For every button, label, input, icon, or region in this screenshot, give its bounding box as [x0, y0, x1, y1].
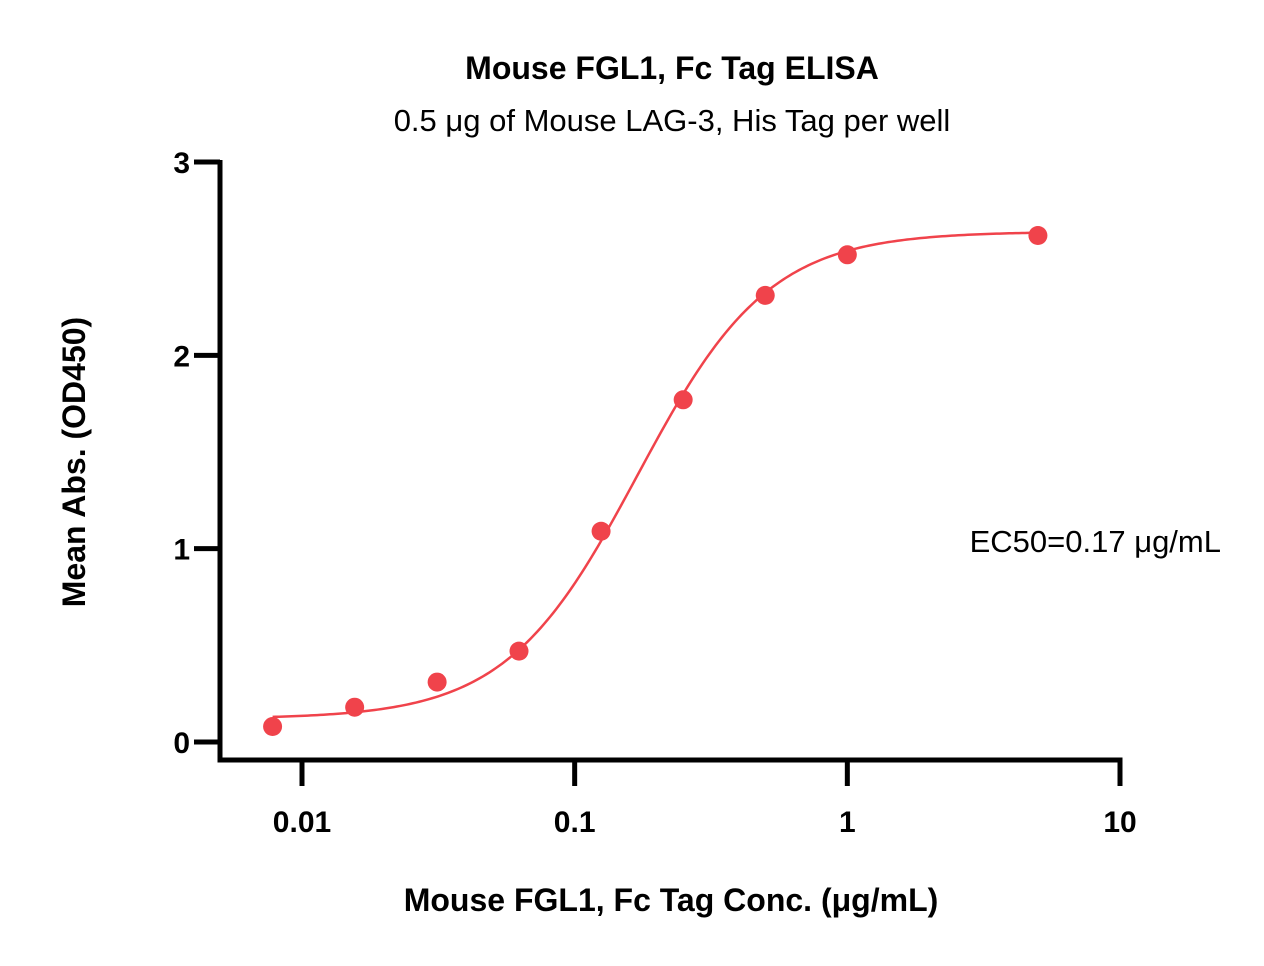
y-tick-label: 3 [173, 147, 190, 180]
data-points [263, 225, 1048, 737]
y-axis-label: Mean Abs. (OD450) [56, 317, 92, 607]
data-point [755, 285, 775, 305]
x-tick-label: 1 [839, 806, 856, 839]
x-tick-label: 0.01 [273, 806, 331, 839]
data-point [263, 717, 283, 737]
data-point [837, 245, 857, 265]
data-point [1028, 225, 1048, 245]
data-point [345, 697, 365, 717]
data-point [591, 521, 611, 541]
data-point [509, 641, 529, 661]
x-tick-label: 0.1 [554, 806, 596, 839]
x-axis-label: Mouse FGL1, Fc Tag Conc. (μg/mL) [404, 882, 939, 918]
ticks [194, 159, 1123, 786]
data-point [673, 390, 693, 410]
axes [217, 160, 1123, 763]
ec50-annotation: EC50=0.17 μg/mL [970, 524, 1221, 559]
y-tick-label: 0 [173, 727, 190, 760]
tick-labels: 0 1 2 3 0.01 0.1 1 10 [173, 147, 1136, 839]
fit-curve [272, 231, 1038, 719]
x-tick-label: 10 [1103, 806, 1136, 839]
chart-title: Mouse FGL1, Fc Tag ELISA [465, 50, 879, 86]
y-tick-label: 1 [173, 534, 190, 567]
chart-subtitle: 0.5 μg of Mouse LAG-3, His Tag per well [394, 103, 951, 138]
data-point [427, 672, 447, 692]
y-tick-label: 2 [173, 340, 190, 373]
